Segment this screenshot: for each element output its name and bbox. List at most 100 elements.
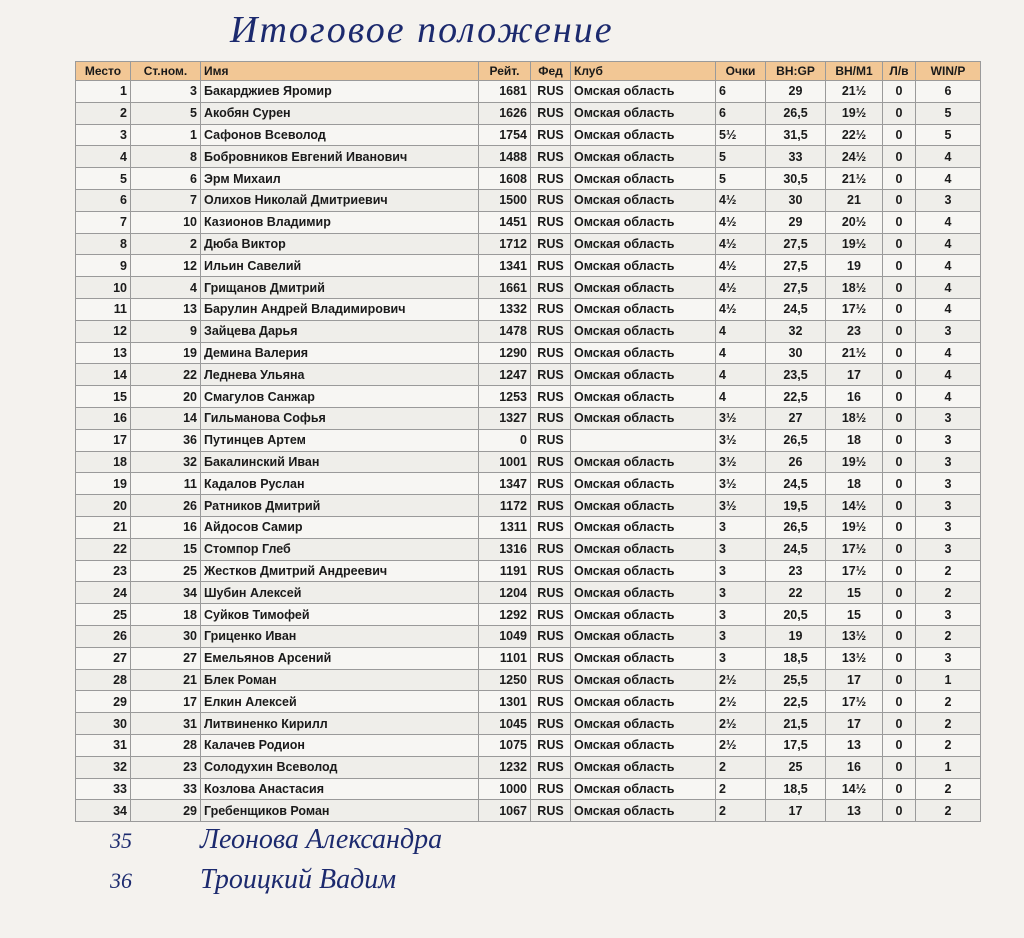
place: 26 (75, 624, 131, 648)
club: Омская область (570, 101, 716, 125)
club: Омская область (570, 167, 716, 190)
rating: 1608 (478, 167, 531, 190)
tiebreak-win: 3 (915, 537, 981, 561)
tiebreak-bh-m1: 18½ (825, 276, 883, 299)
column-header: Клуб (570, 61, 716, 81)
tiebreak-win: 5 (915, 101, 981, 125)
start-number: 10 (130, 210, 201, 234)
tiebreak-lv: 0 (882, 101, 916, 125)
tiebreak-bh-m1: 13 (825, 799, 883, 823)
table-row: 26 30 Гриценко Иван 1049 RUS Омская область 3 1… (75, 624, 981, 648)
start-number: 4 (130, 276, 201, 299)
place: 8 (75, 232, 131, 256)
tiebreak-bh-m1: 17½ (825, 690, 883, 714)
place: 4 (75, 145, 131, 169)
rating: 1451 (478, 210, 531, 234)
tiebreak-lv: 0 (882, 145, 916, 169)
tiebreak-bh-gp: 26,5 (765, 428, 826, 452)
player-name: Ильин Савелий (200, 254, 479, 278)
player-name: Емельянов Арсений (200, 646, 479, 670)
tiebreak-win: 2 (915, 733, 981, 757)
federation: RUS (530, 145, 571, 169)
points: 2½ (715, 712, 766, 735)
rating: 1253 (478, 385, 531, 408)
place: 21 (75, 515, 131, 539)
tiebreak-bh-gp: 22,5 (765, 690, 826, 714)
rating: 1754 (478, 123, 531, 147)
club: Омская область (570, 494, 716, 517)
tiebreak-lv: 0 (882, 210, 916, 234)
tiebreak-win: 3 (915, 319, 981, 343)
player-name: Калачев Родион (200, 733, 479, 757)
federation: RUS (530, 297, 571, 321)
tiebreak-lv: 0 (882, 494, 916, 517)
place: 28 (75, 668, 131, 692)
club: Омская область (570, 450, 716, 474)
federation: RUS (530, 559, 571, 583)
table-row: 17 36 Путинцев Артем 0 RUS 3½ 26,5 18 0 3 (75, 428, 981, 452)
club: Омская область (570, 472, 716, 496)
federation: RUS (530, 210, 571, 234)
tiebreak-bh-m1: 16 (825, 385, 883, 408)
tiebreak-bh-gp: 33 (765, 145, 826, 169)
club: Омская область (570, 515, 716, 539)
tiebreak-bh-m1: 19½ (825, 450, 883, 474)
tiebreak-win: 4 (915, 276, 981, 299)
place: 25 (75, 603, 131, 626)
table-row: 4 8 Бобровников Евгений Иванович 1488 RUS Омс… (75, 145, 981, 169)
club: Омская область (570, 254, 716, 278)
club: Омская область (570, 537, 716, 561)
tiebreak-win: 1 (915, 755, 981, 779)
points: 3 (715, 559, 766, 583)
tiebreak-lv: 0 (882, 690, 916, 714)
tiebreak-bh-m1: 17½ (825, 559, 883, 583)
tiebreak-win: 4 (915, 363, 981, 387)
table-row: 34 29 Гребенщиков Роман 1067 RUS Омская облас… (75, 799, 981, 823)
federation: RUS (530, 494, 571, 517)
table-row: 9 12 Ильин Савелий 1341 RUS Омская область 4½ 2… (75, 254, 981, 278)
tiebreak-bh-m1: 18 (825, 472, 883, 496)
table-row: 28 21 Блек Роман 1250 RUS Омская область 2½ 25,… (75, 668, 981, 692)
tiebreak-bh-m1: 13 (825, 733, 883, 757)
column-header: Ст.ном. (130, 61, 201, 81)
player-name: Барулин Андрей Владимирович (200, 297, 479, 321)
points: 4 (715, 363, 766, 387)
tiebreak-lv: 0 (882, 668, 916, 692)
tiebreak-win: 2 (915, 712, 981, 735)
column-header: Место (75, 61, 131, 81)
column-header: Фед (530, 61, 571, 81)
start-number: 14 (130, 406, 201, 430)
points: 4 (715, 341, 766, 365)
player-name: Демина Валерия (200, 341, 479, 365)
rating: 1204 (478, 581, 531, 605)
points: 3 (715, 537, 766, 561)
rating: 1247 (478, 363, 531, 387)
place: 24 (75, 581, 131, 605)
table-row: 14 22 Леднева Ульяна 1247 RUS Омская область 4… (75, 363, 981, 387)
tiebreak-lv: 0 (882, 341, 916, 365)
table-row: 25 18 Суйков Тимофей 1292 RUS Омская область 3… (75, 603, 981, 626)
tiebreak-lv: 0 (882, 559, 916, 583)
federation: RUS (530, 777, 571, 801)
rating: 1332 (478, 297, 531, 321)
tiebreak-lv: 0 (882, 646, 916, 670)
tiebreak-bh-m1: 19½ (825, 515, 883, 539)
player-name: Гребенщиков Роман (200, 799, 479, 823)
start-number: 1 (130, 123, 201, 147)
tiebreak-lv: 0 (882, 799, 916, 823)
column-header: WIN/P (915, 61, 981, 81)
rating: 1626 (478, 101, 531, 125)
tiebreak-bh-gp: 29 (765, 210, 826, 234)
rating: 0 (478, 428, 531, 452)
player-name: Леднева Ульяна (200, 363, 479, 387)
handwritten-name: Троицкий Вадим (200, 864, 397, 895)
tiebreak-win: 4 (915, 232, 981, 256)
tiebreak-win: 4 (915, 341, 981, 365)
tiebreak-bh-m1: 13½ (825, 646, 883, 670)
player-name: Гильманова Софья (200, 406, 479, 430)
points: 4½ (715, 297, 766, 321)
place: 7 (75, 210, 131, 234)
start-number: 5 (130, 101, 201, 125)
place: 29 (75, 690, 131, 714)
tiebreak-win: 3 (915, 515, 981, 539)
